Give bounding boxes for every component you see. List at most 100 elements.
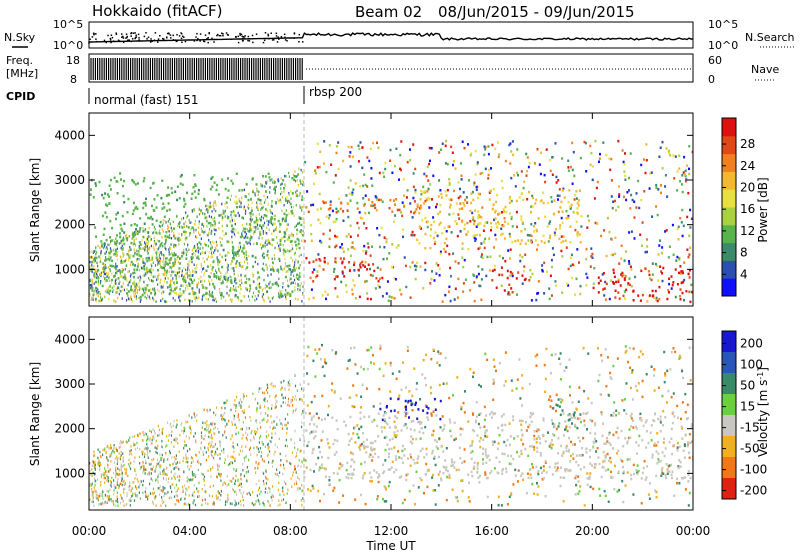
heatmap-cell [170,434,172,437]
heatmap-cell [115,504,117,507]
heatmap-cell [359,262,362,265]
heatmap-cell [211,210,213,213]
heatmap-cell [648,482,651,485]
heatmap-cell [227,251,229,254]
heatmap-cell [245,209,247,213]
heatmap-cell [289,384,291,388]
heatmap-cell [523,180,526,184]
heatmap-cell [445,237,448,241]
heatmap-cell [106,288,108,292]
heatmap-cell [215,297,217,301]
heatmap-cell [197,459,199,462]
heatmap-cell [169,284,172,287]
heatmap-cell [108,202,111,205]
heatmap-cell [356,201,359,205]
heatmap-cell [216,276,218,280]
heatmap-cell [294,429,296,433]
heatmap-cell [473,236,476,240]
heatmap-cell [201,279,203,283]
heatmap-cell [115,262,117,266]
heatmap-cell [194,267,196,270]
heatmap-cell [428,146,431,150]
heatmap-cell [217,464,219,468]
heatmap-cell [172,227,175,230]
heatmap-cell [183,266,185,270]
heatmap-cell [132,254,135,258]
heatmap-cell [152,428,154,431]
heatmap-cell [235,286,237,289]
heatmap-cell [119,235,122,239]
heatmap-cell [116,472,118,476]
heatmap-cell [109,268,111,271]
heatmap-cell [143,447,145,451]
heatmap-cell [396,208,399,212]
heatmap-cell [266,268,268,271]
heatmap-cell [276,423,278,426]
heatmap-cell [449,203,452,207]
heatmap-cell [144,241,146,244]
heatmap-cell [134,264,136,267]
heatmap-cell [131,299,133,303]
heatmap-cell [163,258,165,261]
heatmap-cell [615,280,618,284]
heatmap-cell [198,208,200,211]
heatmap-cell [152,182,155,185]
heatmap-cell [252,190,254,194]
heatmap-cell [557,398,560,401]
heatmap-cell [145,493,147,496]
heatmap-cell [126,492,128,495]
heatmap-cell [160,285,162,288]
heatmap-cell [104,192,107,195]
heatmap-cell [150,291,153,295]
heatmap-cell [163,266,165,270]
heatmap-cell [117,473,119,477]
heatmap-cell [214,426,216,429]
heatmap-cell [231,298,233,302]
heatmap-cell [267,249,269,253]
heatmap-cell [347,145,350,149]
heatmap-cell [654,289,657,293]
heatmap-cell [173,234,175,238]
heatmap-cell [278,437,280,441]
heatmap-cell [375,209,378,212]
heatmap-cell [230,230,232,233]
heatmap-cell [473,183,476,186]
heatmap-cell [295,175,298,178]
heatmap-cell [500,266,503,269]
heatmap-cell [247,470,249,473]
heatmap-cell [288,236,291,239]
heatmap-cell [189,259,191,263]
heatmap-cell [369,273,372,277]
heatmap-cell [461,207,464,210]
heatmap-cell [470,192,473,195]
heatmap-cell [274,214,276,218]
heatmap-cell [112,248,114,252]
heatmap-cell [109,488,111,492]
heatmap-cell [246,277,248,281]
heatmap-cell [121,479,123,482]
heatmap-cell [257,207,259,211]
heatmap-cell [253,446,255,450]
heatmap-cell [170,274,172,277]
heatmap-cell [469,289,472,292]
heatmap-cell [132,271,135,275]
heatmap-cell [477,210,480,213]
heatmap-cell [98,283,100,286]
heatmap-cell [403,194,405,197]
heatmap-cell [224,215,226,218]
heatmap-cell [116,462,118,465]
heatmap-cell [120,290,122,293]
heatmap-cell [260,455,262,458]
heatmap-cell [547,201,549,205]
heatmap-cell [602,272,605,275]
heatmap-cell [301,489,303,493]
heatmap-cell [352,279,355,282]
beam-label: Beam 02 [355,3,422,21]
heatmap-cell [129,450,131,453]
heatmap-cell [264,241,266,245]
heatmap-cell [560,235,563,238]
heatmap-cell [373,418,376,422]
heatmap-cell [115,287,117,291]
heatmap-cell [203,267,205,270]
heatmap-cell [148,462,150,465]
